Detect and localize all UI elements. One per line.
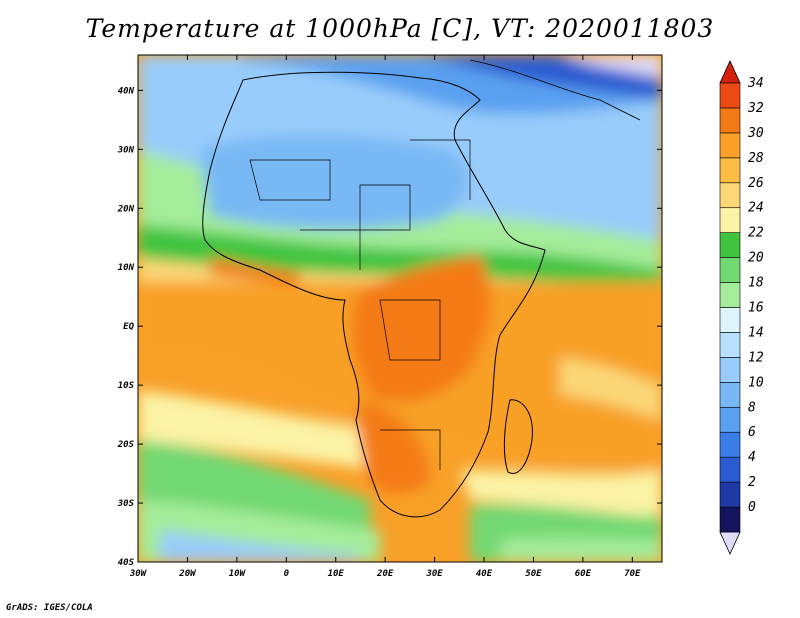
colorbar-swatch xyxy=(719,257,741,283)
x-tick-label: 0 xyxy=(284,569,290,579)
colorbar-swatch xyxy=(719,357,741,383)
colorbar-swatch xyxy=(719,307,741,333)
colorbar-swatch xyxy=(719,456,741,483)
coastlines xyxy=(202,59,641,518)
axis-ticks: 30W 20W 10W 0 10E 20E 30E 40E 50E 60E 70E 40N 30N 20N… xyxy=(117,55,662,579)
colorbar-swatch xyxy=(719,506,741,533)
colorbar-label: 22 xyxy=(748,226,764,241)
arctic-cold xyxy=(560,55,662,78)
x-tick-label: 30W xyxy=(129,569,148,579)
colorbar-swatch xyxy=(719,282,741,308)
colorbar-label: 16 xyxy=(748,301,764,316)
colorbar-swatch xyxy=(719,332,741,358)
y-tick-label: 30S xyxy=(117,499,135,509)
central-africa-hot xyxy=(351,255,491,402)
colorbar-swatch xyxy=(719,207,741,233)
eurasia-coastline xyxy=(469,59,641,121)
y-tick-label: EQ xyxy=(123,322,134,332)
colorbar-label: 0 xyxy=(748,500,756,515)
country-border xyxy=(300,229,361,270)
country-border xyxy=(380,429,441,470)
colorbar-swatch xyxy=(719,107,741,134)
colorbar-swatch xyxy=(719,481,741,508)
y-tick-label: 40N xyxy=(118,86,135,96)
y-tick-label: 40S xyxy=(118,558,135,568)
colorbar-swatch xyxy=(719,382,741,408)
colorbar-label: 34 xyxy=(747,76,764,91)
south-atlantic-yellow xyxy=(138,390,380,470)
colorbar-swatch xyxy=(719,232,741,258)
country-border xyxy=(410,139,471,200)
y-tick-label: 30N xyxy=(117,145,135,155)
madagascar-coastline xyxy=(503,399,533,474)
colorbar-label: 10 xyxy=(748,375,764,390)
x-tick-label: 20W xyxy=(178,569,197,579)
country-border xyxy=(359,184,411,231)
colorbar-label: 26 xyxy=(748,176,764,191)
colorbar-label: 28 xyxy=(748,151,764,166)
colorbar-label: 8 xyxy=(748,400,756,415)
colorbar-high-arrow xyxy=(719,60,741,84)
indian-ocean-patch xyxy=(560,358,662,420)
colorbar-swatch xyxy=(719,157,741,184)
country-border xyxy=(249,159,331,201)
colorbar-label: 6 xyxy=(748,425,756,440)
indian-ocean-light-green xyxy=(500,537,662,562)
colorbar-low-arrow xyxy=(719,531,741,555)
colorbar-swatch xyxy=(719,82,741,109)
x-tick-label: 20E xyxy=(376,569,394,579)
colorbar-label: 4 xyxy=(748,450,756,465)
x-tick-label: 60E xyxy=(575,569,592,579)
x-tick-label: 30E xyxy=(425,569,443,579)
y-tick-label: 10S xyxy=(118,381,135,391)
colorbar-swatch xyxy=(719,431,741,458)
x-tick-label: 10W xyxy=(229,569,247,579)
colorbar-label: 32 xyxy=(747,101,764,116)
y-tick-label: 20S xyxy=(117,440,135,450)
colorbar-label: 14 xyxy=(748,325,764,340)
colorbar-label: 20 xyxy=(748,251,764,266)
chart-title: Temperature at 1000hPa [C], VT: 20200118… xyxy=(85,14,715,43)
x-tick-label: 40E xyxy=(476,569,493,579)
country-border xyxy=(379,299,441,361)
colorbar-label: 18 xyxy=(748,276,764,291)
colorbar-swatch xyxy=(719,182,741,209)
africa-coastline xyxy=(202,71,546,518)
colorbar-swatch xyxy=(719,406,741,433)
southern-africa-hot xyxy=(357,400,430,494)
south-ocean-blue xyxy=(160,530,360,562)
colorbar-label: 24 xyxy=(748,201,764,216)
y-tick-label: 10N xyxy=(118,263,135,273)
sahara-cool xyxy=(200,135,469,230)
indian-ocean-yellow xyxy=(460,470,662,520)
y-tick-label: 20N xyxy=(117,204,135,214)
colorbar-label: 12 xyxy=(748,350,764,365)
colorbar-label: 30 xyxy=(747,126,764,141)
colorbar-label: 2 xyxy=(748,475,756,490)
colorbar-swatch xyxy=(719,132,741,159)
grads-credit: GrADS: IGES/COLA xyxy=(6,603,93,613)
map-frame xyxy=(137,54,663,563)
x-tick-label: 50E xyxy=(525,569,542,579)
x-tick-label: 70E xyxy=(624,569,641,579)
temperature-field xyxy=(138,55,662,562)
x-tick-label: 10E xyxy=(328,569,345,579)
